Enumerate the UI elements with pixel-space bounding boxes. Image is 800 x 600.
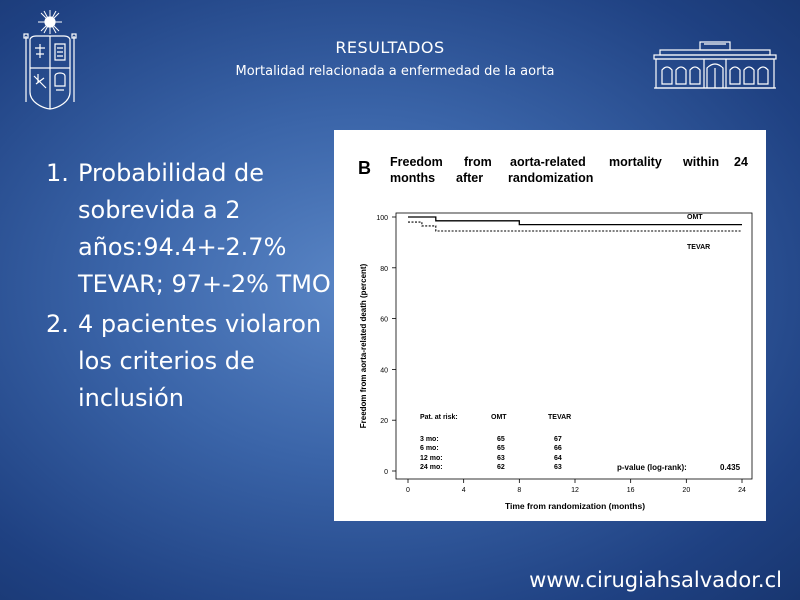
risk-table-title: Pat. at risk: xyxy=(420,414,458,421)
p-value: 0.435 xyxy=(720,463,741,472)
y-tick-label: 60 xyxy=(380,317,388,324)
y-axis-label: Freedom from aorta-related death (percen… xyxy=(359,263,368,428)
x-tick-label: 20 xyxy=(682,487,690,494)
risk-table-value: 62 xyxy=(497,464,505,471)
x-tick-label: 16 xyxy=(627,487,635,494)
slide-subtitle: Mortalidad relacionada a enfermedad de l… xyxy=(235,64,555,79)
risk-table-column: TEVAR xyxy=(548,414,571,421)
y-tick-label: 40 xyxy=(380,367,388,374)
series-line-omt xyxy=(408,216,742,226)
risk-table-value: 63 xyxy=(497,455,505,462)
p-value-label: p-value (log-rank): xyxy=(617,463,687,472)
chart-title-word: mortality xyxy=(609,155,662,169)
series-line-tevar xyxy=(408,221,742,232)
risk-table-row-label: 6 mo: xyxy=(420,445,439,452)
bullet-item: 2. 4 pacientes violaron los criterios de… xyxy=(46,306,331,417)
bullet-number: 2. xyxy=(46,310,69,338)
hospital-building-logo xyxy=(653,41,777,89)
chart-title-word: aorta-related xyxy=(510,155,586,169)
bullet-number: 1. xyxy=(46,159,69,187)
chart-title-word: months xyxy=(390,171,435,185)
y-tick-label: 80 xyxy=(380,266,388,273)
chart-title-word: within xyxy=(682,155,719,169)
bullet-item: 1. Probabilidad de sobrevida a 2 años:94… xyxy=(46,155,331,303)
bullet-text: 4 pacientes violaron los criterios de in… xyxy=(78,310,322,412)
chart-title-word: Freedom xyxy=(390,155,443,169)
bullet-text: Probabilidad de sobrevida a 2 años:94.4+… xyxy=(78,159,331,298)
survival-chart-panel: B Freedom from aorta-related mortality within… xyxy=(334,130,766,521)
x-tick-label: 0 xyxy=(406,487,410,494)
kaplan-meier-chart: B Freedom from aorta-related mortality within… xyxy=(358,155,753,511)
x-tick-label: 4 xyxy=(462,487,466,494)
slide-title: RESULTADOS xyxy=(335,38,445,57)
x-axis-label: Time from randomization (months) xyxy=(505,501,645,511)
risk-table-value: 64 xyxy=(554,455,562,462)
x-tick-label: 8 xyxy=(517,487,521,494)
x-tick-label: 24 xyxy=(738,487,746,494)
risk-table-row-label: 24 mo: xyxy=(420,464,443,471)
footer-url: www.cirugiahsalvador.cl xyxy=(529,568,782,592)
x-tick-label: 12 xyxy=(571,487,579,494)
risk-table-value: 63 xyxy=(554,464,562,471)
risk-table-value: 67 xyxy=(554,436,562,443)
chart-title-word: from xyxy=(464,155,492,169)
panel-label: B xyxy=(358,158,371,178)
risk-table-row-label: 3 mo: xyxy=(420,436,439,443)
chart-title-word: randomization xyxy=(508,171,593,185)
university-crest-logo xyxy=(23,10,77,110)
risk-table-value: 66 xyxy=(554,445,562,452)
risk-table-row-label: 12 mo: xyxy=(420,455,443,462)
chart-title-word: after xyxy=(456,171,483,185)
y-tick-label: 20 xyxy=(380,418,388,425)
series-label-tevar: TEVAR xyxy=(687,244,710,251)
y-tick-label: 100 xyxy=(376,215,388,222)
risk-table-value: 65 xyxy=(497,445,505,452)
risk-table-value: 65 xyxy=(497,436,505,443)
bullet-list: 1. Probabilidad de sobrevida a 2 años:94… xyxy=(46,155,331,420)
y-tick-label: 0 xyxy=(384,469,388,476)
series-label-omt: OMT xyxy=(687,214,703,221)
risk-table-column: OMT xyxy=(491,414,507,421)
plot-frame xyxy=(395,212,753,480)
chart-title-word: 24 xyxy=(734,155,748,169)
